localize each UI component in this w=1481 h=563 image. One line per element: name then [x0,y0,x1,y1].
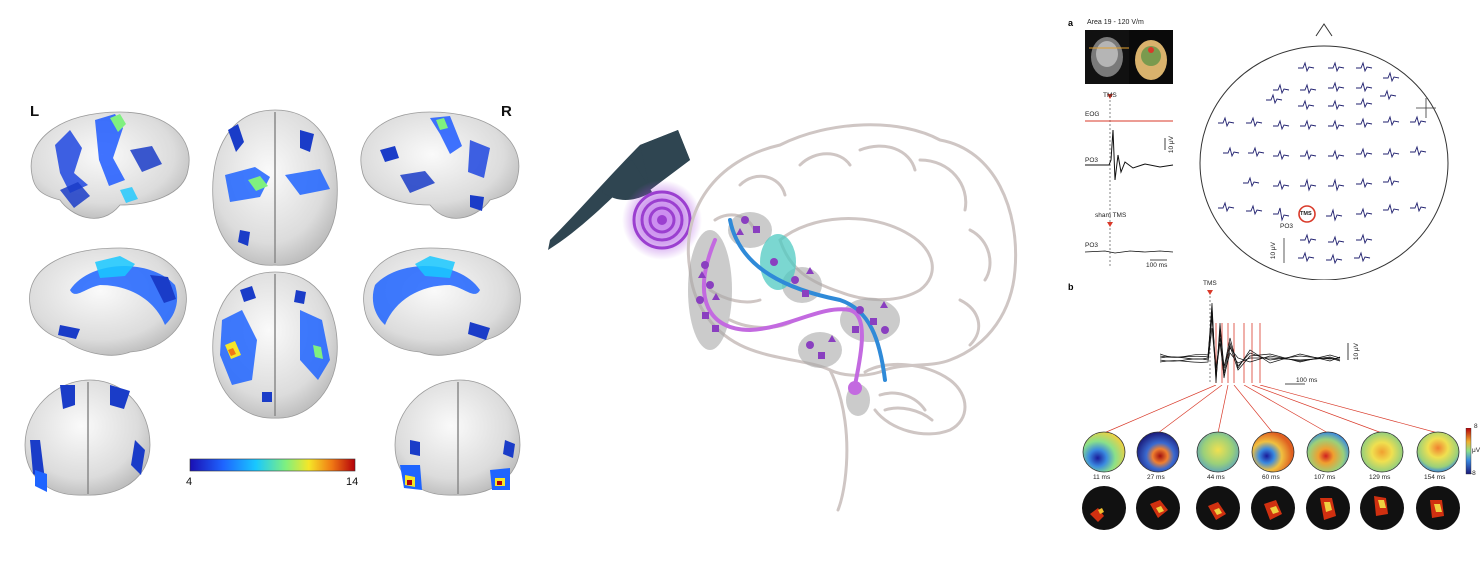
scale-10uv-label: 10 μV [1168,136,1175,154]
brain-lateral-right [360,111,520,219]
topomaps [1082,428,1472,475]
colorbar-max-label: 14 [346,476,359,488]
panel-a-label: a [1068,18,1074,28]
hemisphere-left-label: L [30,103,40,120]
brain-medial-left [29,247,187,356]
brain-medial-right [363,247,521,356]
po3-label: PO3 [1085,157,1099,164]
topo-scale-max: 8 [1474,423,1478,430]
tms-marker-label: TMS [1103,92,1117,99]
center-panel [548,123,1018,512]
colorbar [189,458,356,472]
region-nodes [696,216,889,359]
eog-label: EOG [1085,111,1100,118]
panel-b-label: b [1068,282,1074,292]
right-panel: a Area 19 - 120 V/m TMS EOG PO3 10 μV sh… [1060,0,1481,563]
b-scale-100ms-label: 100 ms [1296,377,1318,384]
topo-time-6: 129 ms [1369,474,1391,481]
electrode-traces [1218,61,1427,265]
stimulation-rings [622,180,702,260]
mri-thumbnail [1085,30,1173,84]
connector-lines [1103,385,1439,434]
b-tms-label: TMS [1203,280,1217,287]
tms-site-circle [1298,205,1316,223]
topo-time-1: 11 ms [1093,474,1111,481]
topo-time-5: 107 ms [1314,474,1336,481]
traces-column [1085,94,1174,268]
brain-posterior-right [394,379,521,496]
topo-time-4: 60 ms [1262,474,1280,481]
head-po3-label: PO3 [1280,223,1294,230]
sham-tms-label: sham TMS [1095,212,1127,219]
brain-views [24,109,521,496]
brain-ventral-bottom [212,271,338,419]
b-scale-10uv-label: 10 μV [1353,343,1360,361]
brain-lateral-left [30,111,190,219]
colorbar-min-label: 4 [186,476,193,488]
topo-scale-min: -8 [1470,470,1476,477]
topo-time-7: 154 ms [1424,474,1446,481]
pathway-blue [728,218,887,382]
hemisphere-right-label: R [501,103,512,120]
brain-posterior-left [24,379,151,496]
area-text: Area 19 - 120 V/m [1087,19,1144,26]
topo-time-3: 44 ms [1207,474,1225,481]
source-maps [1082,486,1460,530]
po3-label-2: PO3 [1085,242,1099,249]
pathway-end-node [848,381,862,395]
topo-time-2: 27 ms [1147,474,1165,481]
head-scale-label: 10 μV [1270,242,1277,260]
topo-unit: μV [1472,447,1481,454]
pathway-purple [702,238,864,387]
left-panel: L R [0,0,540,563]
head-tms-label: TMS [1300,211,1312,217]
eeg-head [1199,23,1449,280]
gray-regions [688,212,900,416]
scale-100ms-label: 100 ms [1146,262,1168,269]
butterfly-plot [1160,290,1349,385]
brain-dorsal-top [212,109,338,266]
